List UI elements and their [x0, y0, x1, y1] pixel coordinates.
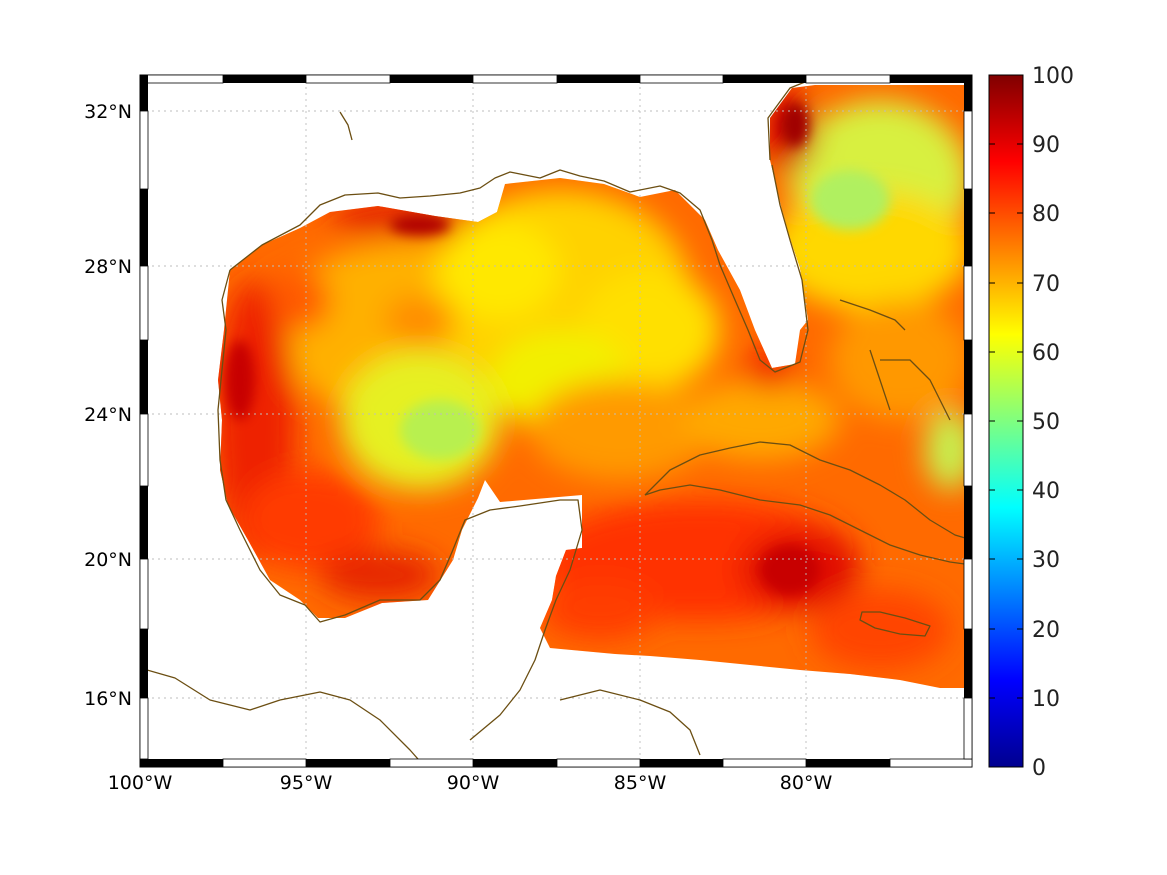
- lat-label: 28°N: [84, 256, 132, 278]
- colorbar-label: 60: [1032, 341, 1060, 366]
- map-panel: 100°W 95°W 90°W 85°W 80°W 32°N 28°N 24°N…: [84, 74, 973, 794]
- lon-label: 95°W: [280, 772, 333, 794]
- colorbar-label: 100: [1032, 64, 1074, 89]
- colorbar-ticks: [989, 143, 1023, 699]
- colorbar-label: 20: [1032, 618, 1060, 643]
- colorbar-label: 40: [1032, 479, 1060, 504]
- lat-label: 16°N: [84, 688, 132, 710]
- colorbar-label: 90: [1032, 133, 1060, 158]
- colorbar-label: 10: [1032, 687, 1060, 712]
- colorbar-label: 50: [1032, 410, 1060, 435]
- lon-label: 90°W: [447, 772, 500, 794]
- lat-label: 24°N: [84, 404, 132, 426]
- colorbar: 100 90 80 70 60 50 40 30 20 10 0: [988, 64, 1074, 781]
- lon-label: 100°W: [108, 772, 173, 794]
- lon-label: 80°W: [780, 772, 833, 794]
- colorbar-label: 30: [1032, 548, 1060, 573]
- colorbar-label: 70: [1032, 272, 1060, 297]
- coastlines: [140, 77, 972, 767]
- lat-label: 32°N: [84, 101, 132, 123]
- colorbar-labels: 100 90 80 70 60 50 40 30 20 10 0: [1032, 64, 1074, 781]
- lat-labels: 32°N 28°N 24°N 20°N 16°N: [84, 101, 132, 710]
- colorbar-label: 80: [1032, 202, 1060, 227]
- colorbar-label: 0: [1032, 756, 1046, 781]
- lon-label: 85°W: [614, 772, 667, 794]
- lon-labels: 100°W 95°W 90°W 85°W 80°W: [108, 772, 833, 794]
- map-frame: [139, 74, 973, 768]
- lat-label: 20°N: [84, 549, 132, 571]
